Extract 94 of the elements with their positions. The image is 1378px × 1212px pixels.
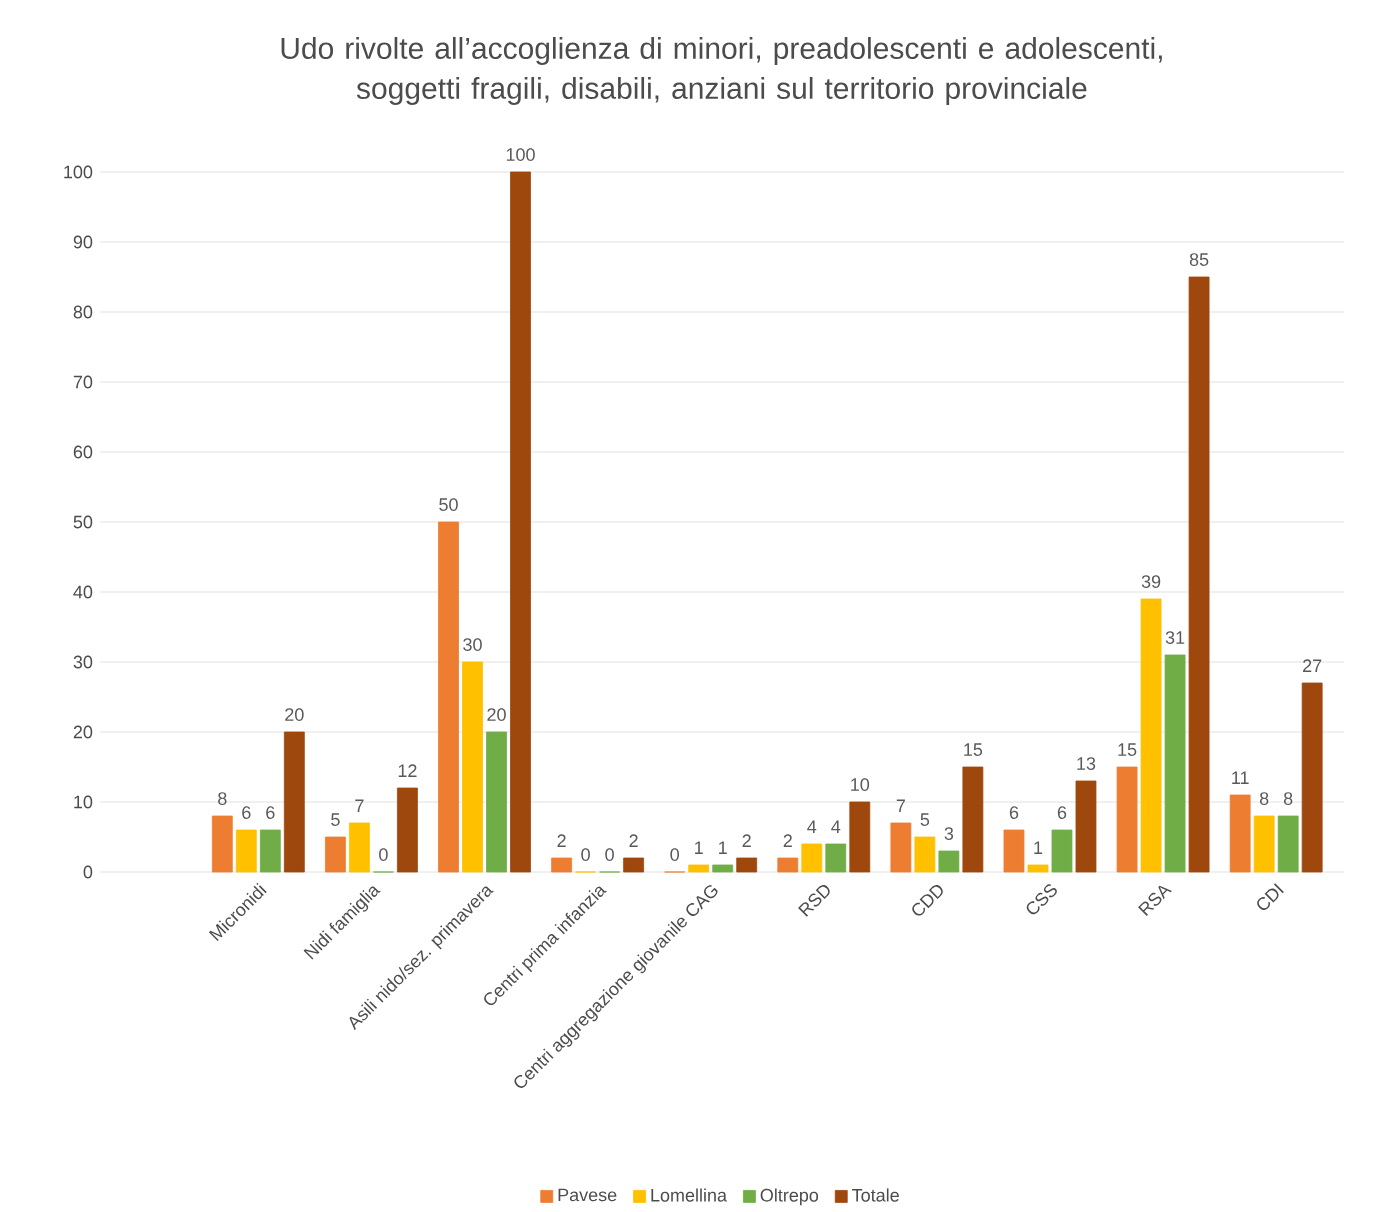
bar [462,661,483,873]
data-label: 0 [605,848,614,861]
data-label: 20 [285,708,304,721]
data-label: 15 [964,743,983,756]
legend-label: Totale [852,1188,899,1202]
bar [962,766,984,873]
bar [890,822,912,873]
legend-label: Pavese [558,1188,617,1202]
data-label: 100 [506,148,535,161]
y-tick-label: 20 [73,725,93,739]
bar [438,521,459,873]
bar [712,864,734,873]
y-tick-label: 90 [73,235,93,249]
data-label: 31 [1165,631,1185,644]
data-label: 12 [398,764,417,777]
bar [825,843,847,873]
y-tick-label: 0 [83,865,93,879]
bar [510,171,531,873]
bar [211,815,233,873]
y-tick-label: 80 [73,305,93,319]
bar [325,836,346,873]
data-label: 5 [331,813,340,826]
data-label: 2 [742,834,751,847]
legend-label: Lomellina [651,1188,727,1202]
data-label: 7 [896,799,905,812]
data-label: 10 [851,778,870,791]
bar [1253,815,1275,873]
data-label: 6 [266,806,275,819]
bar [938,850,960,873]
bar [551,857,573,873]
bar [1229,794,1251,873]
data-label: 4 [807,820,817,833]
y-tick-label: 10 [74,795,93,809]
y-tick-label: 40 [73,585,93,599]
bar [486,731,507,873]
data-label: 0 [670,848,680,861]
bar [1116,766,1138,873]
data-label: 8 [1259,792,1269,805]
data-label: 4 [831,820,841,833]
data-label: 0 [581,848,590,861]
bar [777,857,799,873]
bar [914,836,936,873]
bar [1051,829,1073,873]
bar [1301,682,1323,873]
data-label: 2 [783,834,792,847]
data-label: 3 [944,827,954,840]
bar [259,829,281,873]
bar [283,731,305,873]
bar [849,801,871,873]
data-label: 8 [1283,792,1293,805]
y-tick-label: 50 [73,515,93,529]
data-label: 5 [920,813,930,826]
bar [1188,276,1210,873]
data-label: 20 [487,708,506,721]
data-label: 85 [1189,253,1209,266]
bar [688,864,710,873]
data-label: 1 [1034,841,1043,854]
bar [623,857,645,873]
data-label: 6 [242,806,251,819]
legend-label: Oltrepo [760,1188,819,1206]
bar [1277,815,1299,873]
chart-title: Udo rivolte all’accoglienza di minori, preadolescenti e adolescenti, soggetti fragili, disabili, anziani sul territorio provinciale [281,36,1162,105]
bar [1164,654,1186,873]
x-tick-label: RSA [1138,885,1172,917]
data-label: 1 [719,841,727,854]
data-label: 0 [379,848,388,861]
bar [397,787,418,873]
data-label: 11 [1232,771,1249,784]
y-tick-label: 30 [73,655,93,669]
data-label: 6 [1057,806,1067,819]
bar [1027,864,1049,873]
data-label: 30 [463,638,482,651]
y-tick-label: 100 [64,165,93,179]
data-label: 13 [1077,757,1096,770]
x-tick-label: CDI [1257,883,1284,910]
data-label: 2 [629,834,638,847]
data-label: 8 [218,792,227,805]
bar [235,829,257,873]
bar [736,857,758,873]
data-label: 50 [439,498,458,511]
y-tick-label: 60 [73,445,93,459]
data-label: 2 [557,834,566,847]
bar [801,843,823,873]
bar [1003,829,1025,873]
data-label: 15 [1118,743,1137,756]
bar [1140,598,1162,873]
bar [1075,780,1097,873]
data-label: 27 [1303,659,1322,672]
data-label: 6 [1009,806,1019,819]
y-tick-label: 70 [73,375,93,389]
data-label: 39 [1141,575,1161,588]
data-label: 1 [695,841,703,854]
data-label: 7 [355,799,364,812]
bar [349,822,370,873]
